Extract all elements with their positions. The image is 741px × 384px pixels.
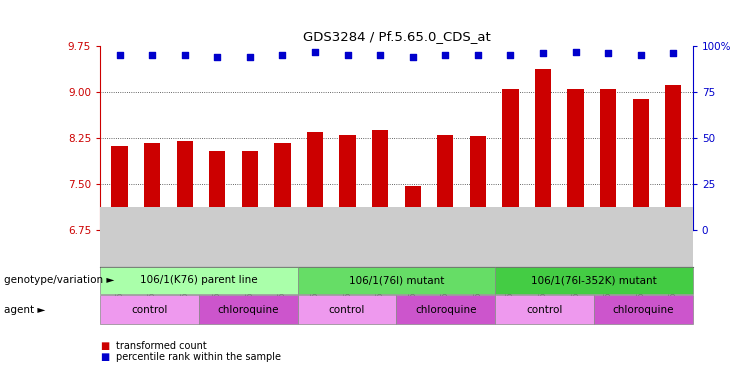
Bar [209, 151, 225, 230]
Text: chloroquine: chloroquine [218, 305, 279, 314]
Bar [144, 142, 160, 230]
Bar [502, 89, 519, 230]
Point [505, 52, 516, 58]
Text: genotype/variation ►: genotype/variation ► [4, 275, 114, 285]
Point [472, 52, 484, 58]
Bar [274, 143, 290, 230]
Text: chloroquine: chloroquine [613, 305, 674, 314]
Bar [535, 69, 551, 230]
Point [374, 52, 386, 58]
Point [179, 52, 190, 58]
Bar [600, 89, 617, 230]
Text: transformed count: transformed count [116, 341, 207, 351]
Bar [470, 136, 486, 230]
Text: ■: ■ [100, 352, 109, 362]
Point [537, 50, 549, 56]
Bar [339, 134, 356, 230]
Text: percentile rank within the sample: percentile rank within the sample [116, 352, 282, 362]
Title: GDS3284 / Pf.5.65.0_CDS_at: GDS3284 / Pf.5.65.0_CDS_at [302, 30, 491, 43]
Text: 106/1(K76) parent line: 106/1(K76) parent line [140, 275, 258, 285]
Text: 106/1(76I) mutant: 106/1(76I) mutant [349, 275, 444, 285]
Point [439, 52, 451, 58]
Point [211, 54, 223, 60]
Bar [176, 141, 193, 230]
Point [570, 48, 582, 55]
Point [113, 52, 125, 58]
Text: agent ►: agent ► [4, 305, 45, 314]
Text: control: control [329, 305, 365, 314]
Point [146, 52, 158, 58]
Point [668, 50, 679, 56]
Bar [633, 99, 649, 230]
Bar [405, 185, 421, 230]
Point [342, 52, 353, 58]
Point [407, 54, 419, 60]
Bar [372, 130, 388, 230]
Bar [568, 89, 584, 230]
Bar [242, 151, 258, 230]
Point [635, 52, 647, 58]
Text: chloroquine: chloroquine [415, 305, 476, 314]
Bar [437, 135, 453, 230]
Bar [665, 85, 682, 230]
Point [276, 52, 288, 58]
Text: ■: ■ [100, 341, 109, 351]
Text: 106/1(76I-352K) mutant: 106/1(76I-352K) mutant [531, 275, 657, 285]
Text: control: control [131, 305, 167, 314]
Point [244, 54, 256, 60]
Point [309, 48, 321, 55]
Text: control: control [526, 305, 563, 314]
Bar [307, 132, 323, 230]
Bar [111, 146, 127, 230]
Point [602, 50, 614, 56]
